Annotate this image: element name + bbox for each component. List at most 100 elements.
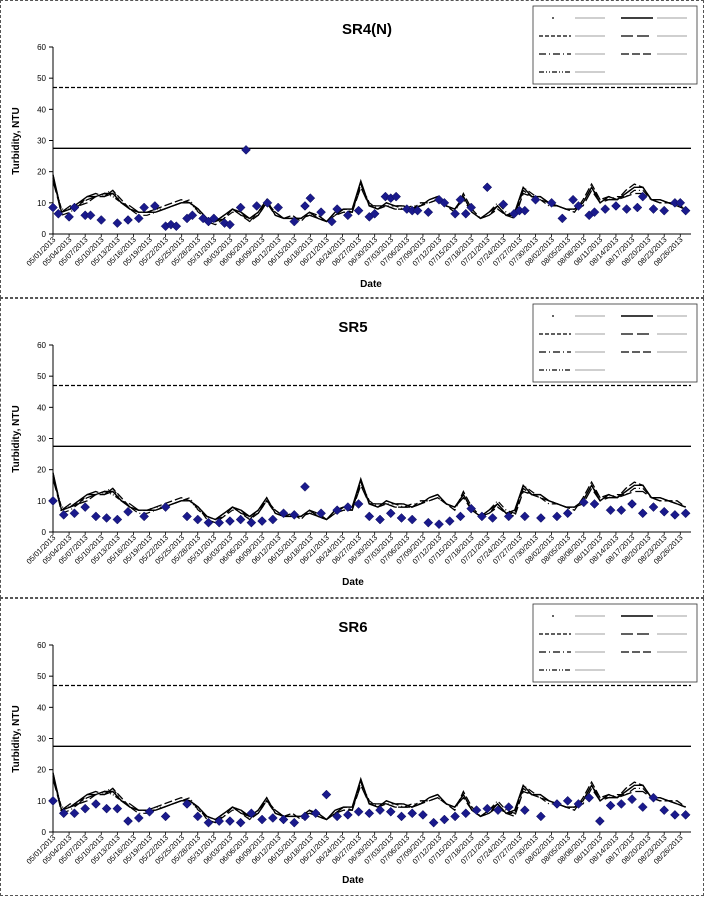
data-point [300, 201, 310, 211]
plot-area: 010203040506005/01/201305/04/201305/07/2… [25, 641, 691, 866]
y-tick-label: 20 [37, 168, 46, 177]
legend-text-placeholder [575, 17, 605, 19]
data-point [423, 517, 434, 528]
data-point [353, 205, 364, 216]
data-point [659, 506, 670, 517]
series-line-4 [52, 478, 686, 521]
data-point [595, 816, 605, 826]
chart-title: SR4(N) [342, 21, 392, 38]
legend-text-placeholder [575, 369, 605, 371]
data-point [519, 205, 530, 216]
data-point [203, 517, 214, 528]
data-point [487, 513, 498, 523]
data-point [203, 817, 214, 828]
data-point [64, 212, 74, 222]
y-tick-label: 40 [37, 703, 46, 712]
data-point [343, 810, 353, 820]
data-point [321, 789, 332, 800]
data-point [605, 505, 616, 516]
data-point [503, 511, 514, 522]
data-point [412, 205, 423, 216]
data-point [53, 208, 64, 219]
data-point [616, 799, 627, 809]
data-point [680, 508, 691, 519]
data-point [584, 792, 594, 803]
data-point [439, 197, 450, 208]
data-point [300, 811, 310, 822]
data-point [391, 191, 401, 202]
data-point [58, 808, 69, 819]
x-axis-label: Date [342, 875, 364, 886]
y-axis-label: Turbidity, NTU [11, 405, 22, 472]
data-point [48, 202, 58, 213]
data-point [407, 808, 418, 819]
y-tick-label: 60 [37, 43, 46, 52]
data-point [316, 207, 326, 218]
x-axis-label: Date [342, 577, 364, 588]
chart-svg: SR4(N) Turbidity, NTU Date 0 10 20 30 40 50 60… [11, 5, 698, 290]
data-point [278, 814, 289, 825]
data-point [680, 205, 691, 216]
y-tick-label: 20 [37, 466, 46, 475]
data-point [305, 193, 316, 204]
data-point [471, 805, 482, 816]
y-axis-label: Turbidity, NTU [11, 107, 22, 174]
data-point [375, 805, 385, 816]
data-point [364, 511, 375, 522]
chart-panel-sr6: SR6 Turbidity, NTU Date 0 10 20 30 40 50 60 05/… [0, 598, 704, 896]
data-point [332, 204, 343, 214]
data-point [267, 514, 278, 525]
legend-text-placeholder [575, 333, 605, 335]
data-point [375, 514, 385, 525]
y-tick-label: 10 [37, 497, 46, 506]
legend-text-placeholder [575, 669, 605, 671]
data-point [133, 213, 144, 224]
legend-marker [552, 17, 554, 19]
data-point [101, 513, 112, 523]
data-point [262, 197, 273, 208]
data-point [246, 517, 257, 528]
data-point [91, 511, 101, 522]
data-point [552, 799, 562, 809]
data-point [439, 814, 450, 825]
data-point [85, 210, 96, 221]
data-point [605, 800, 616, 811]
data-point [562, 508, 573, 519]
data-point [326, 216, 337, 227]
data-point [530, 194, 541, 205]
data-point [273, 202, 284, 213]
data-point [493, 805, 503, 816]
data-point [133, 813, 144, 823]
data-point [369, 208, 380, 219]
legend-text-placeholder [657, 315, 687, 317]
chart-panel-sr5: SR5 Turbidity, NTU Date 0 10 20 30 40 50 60 05/… [0, 298, 704, 598]
data-point [573, 201, 584, 211]
data-point [246, 808, 257, 819]
data-point [460, 208, 471, 219]
data-point [332, 811, 343, 822]
y-tick-label: 10 [37, 199, 46, 208]
y-tick-label: 20 [37, 766, 46, 775]
y-tick-label: 60 [37, 341, 46, 350]
data-point [659, 805, 670, 816]
y-tick-label: 10 [37, 797, 46, 806]
data-point [182, 799, 192, 809]
y-axis-label: Turbidity, NTU [11, 705, 22, 772]
data-point [519, 805, 530, 816]
data-point [648, 204, 659, 214]
data-point [96, 215, 107, 225]
data-point [112, 218, 123, 228]
data-point [450, 208, 460, 219]
y-tick-label: 30 [37, 435, 46, 444]
legend-text-placeholder [575, 351, 605, 353]
data-point [171, 221, 182, 232]
data-point [407, 514, 418, 525]
data-point [144, 806, 155, 817]
data-point [139, 511, 149, 522]
data-point [498, 199, 509, 210]
data-point [332, 505, 343, 516]
data-point [160, 502, 171, 512]
data-point [546, 197, 557, 208]
data-point [235, 514, 246, 525]
data-point [225, 816, 235, 826]
